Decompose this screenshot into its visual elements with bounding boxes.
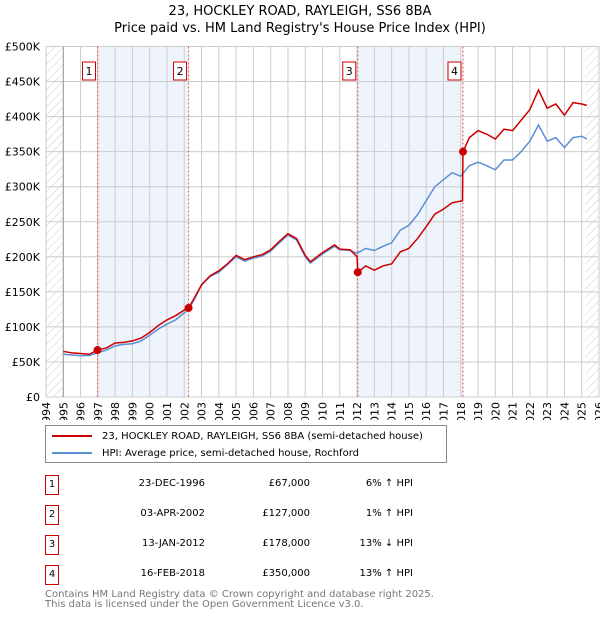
x-tick-label: 2016 [420, 402, 433, 420]
sale-price: £67,000 [268, 478, 310, 489]
sale-number-box: 3 [45, 535, 59, 555]
sale-hpi-diff: 1% ↑ HPI [365, 508, 413, 519]
x-tick-label: 2025 [576, 402, 589, 420]
sale-price: £350,000 [262, 568, 310, 579]
footer-line: This data is licensed under the Open Gov… [45, 599, 364, 610]
footer: Contains HM Land Registry data © Crown c… [45, 590, 434, 610]
x-tick-label: 2017 [437, 402, 450, 420]
x-tick-label: 2007 [265, 402, 278, 420]
y-tick-label: £0 [26, 391, 40, 404]
x-tick-label: 2010 [317, 402, 330, 420]
sale-label: 4 [451, 65, 458, 78]
y-tick-label: £200K [5, 251, 41, 264]
y-tick-label: £300K [5, 181, 41, 194]
sale-row: 1 23-DEC-1996 £67,000 6% ↑ HPI [45, 475, 465, 495]
x-tick-label: 1997 [92, 402, 105, 420]
x-tick-label: 1994 [40, 402, 53, 420]
sale-row: 3 13-JAN-2012 £178,000 13% ↓ HPI [45, 535, 465, 555]
x-tick-label: 2002 [178, 402, 191, 420]
x-tick-label: 2026 [593, 402, 600, 420]
legend-swatch-blue [52, 452, 92, 454]
legend-label: HPI: Average price, semi-detached house,… [102, 447, 359, 459]
x-tick-label: 1998 [109, 402, 122, 420]
x-tick-label: 2006 [247, 402, 260, 420]
x-tick-label: 2003 [196, 402, 209, 420]
series-line [63, 123, 588, 357]
x-tick-label: 2000 [144, 402, 157, 420]
x-tick-label: 2022 [524, 402, 537, 420]
sale-label: 3 [346, 65, 353, 78]
x-tick-label: 2019 [472, 402, 485, 420]
x-tick-label: 2023 [541, 402, 554, 420]
x-tick-label: 1999 [126, 402, 139, 420]
sale-hpi-diff: 13% ↓ HPI [359, 538, 413, 549]
sale-label: 1 [85, 65, 92, 78]
legend-item-hpi: HPI: Average price, semi-detached house,… [52, 445, 359, 461]
legend-label: 23, HOCKLEY ROAD, RAYLEIGH, SS6 8BA (sem… [102, 430, 423, 442]
x-tick-label: 2018 [455, 402, 468, 420]
sale-point [458, 147, 467, 156]
x-tick-label: 1995 [57, 402, 70, 420]
sale-label-box [447, 61, 462, 81]
sale-point [184, 303, 193, 312]
sale-date: 23-DEC-1996 [138, 478, 205, 489]
y-tick-label: £250K [5, 216, 41, 229]
y-tick-label: £450K [5, 76, 41, 89]
sale-label-box [173, 61, 188, 81]
sale-point [93, 346, 102, 355]
x-tick-label: 2020 [489, 402, 502, 420]
sale-price: £127,000 [262, 508, 310, 519]
x-tick-label: 2005 [230, 402, 243, 420]
sale-number-box: 4 [45, 565, 59, 585]
sale-label: 2 [177, 65, 184, 78]
series-line [63, 88, 588, 356]
sale-row: 4 16-FEB-2018 £350,000 13% ↑ HPI [45, 565, 465, 585]
footer-line: Contains HM Land Registry data © Crown c… [45, 589, 434, 600]
sale-date: 16-FEB-2018 [140, 568, 205, 579]
y-tick-label: £100K [5, 321, 41, 334]
sale-point [353, 268, 362, 277]
legend: 23, HOCKLEY ROAD, RAYLEIGH, SS6 8BA (sem… [45, 425, 447, 463]
legend-swatch-red [52, 435, 92, 437]
chart-title: 23, HOCKLEY ROAD, RAYLEIGH, SS6 8BA [168, 4, 432, 19]
sale-row: 2 03-APR-2002 £127,000 1% ↑ HPI [45, 505, 465, 525]
y-tick-label: £500K [5, 41, 41, 54]
sale-hpi-diff: 13% ↑ HPI [359, 568, 413, 579]
sale-date: 03-APR-2002 [140, 508, 205, 519]
sale-hpi-diff: 6% ↑ HPI [365, 478, 413, 489]
x-tick-label: 2024 [558, 402, 571, 420]
x-tick-label: 2014 [386, 402, 399, 420]
x-tick-label: 2009 [299, 402, 312, 420]
sale-number-box: 1 [45, 475, 59, 495]
x-tick-label: 2013 [368, 402, 381, 420]
x-tick-label: 2011 [334, 402, 347, 420]
y-tick-label: £400K [5, 111, 41, 124]
sale-price: £178,000 [262, 538, 310, 549]
x-tick-label: 1996 [75, 402, 88, 420]
sale-date: 13-JAN-2012 [141, 538, 205, 549]
legend-item-property: 23, HOCKLEY ROAD, RAYLEIGH, SS6 8BA (sem… [52, 428, 423, 444]
price-chart: 1994 1995 1996 1997 1998 1999 2000 2001 2002 2003… [5, 41, 600, 421]
x-tick-label: 2015 [403, 402, 416, 420]
y-tick-label: £150K [5, 286, 41, 299]
sale-number-box: 2 [45, 505, 59, 525]
x-tick-label: 2021 [507, 402, 520, 420]
sale-label-box [342, 61, 357, 81]
chart-subtitle: Price paid vs. HM Land Registry's House … [114, 21, 486, 36]
sale-label-box [81, 61, 96, 81]
x-tick-label: 2008 [282, 402, 295, 420]
x-tick-label: 2012 [351, 402, 364, 420]
x-tick-label: 2004 [213, 402, 226, 420]
y-tick-label: £350K [5, 146, 41, 159]
x-tick-label: 2001 [161, 402, 174, 420]
y-tick-label: £50K [12, 356, 41, 369]
